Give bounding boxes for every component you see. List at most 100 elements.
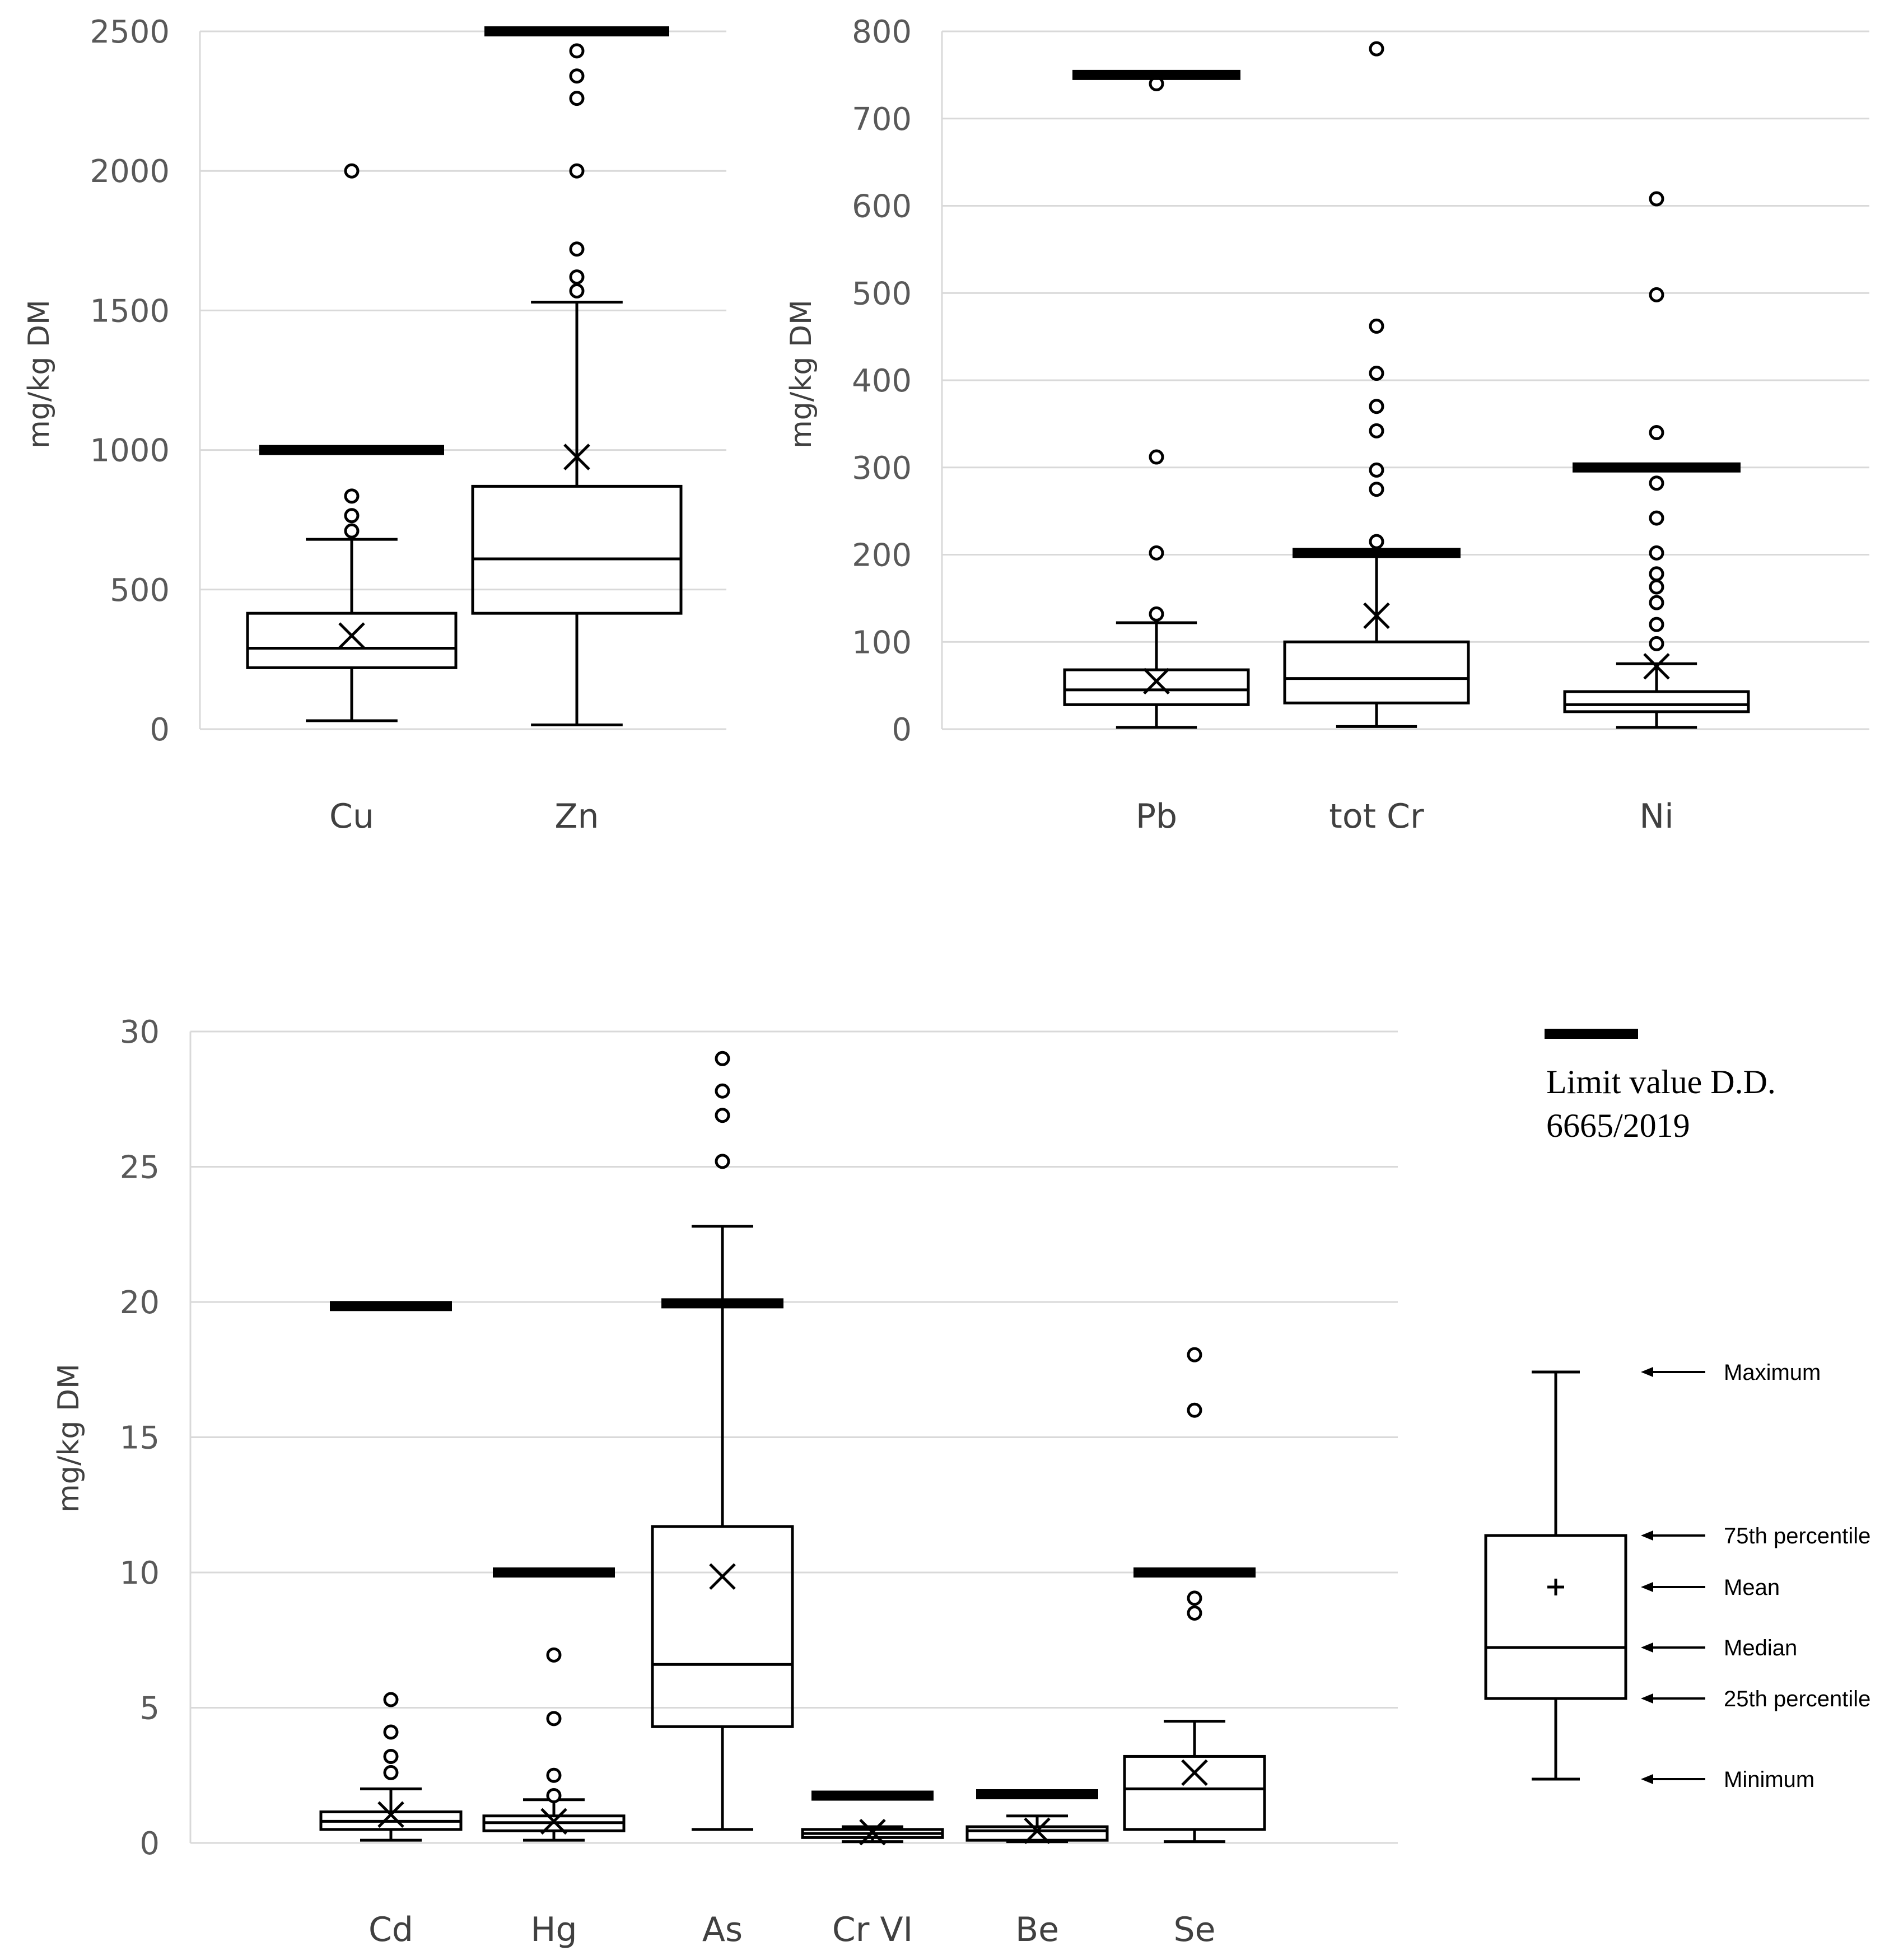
box-tot-cr-outlier	[1369, 366, 1384, 381]
panel-pb-cr-ni-y-axis-title: mg/kg DM	[785, 300, 818, 449]
box-be-mean-marker	[1024, 1817, 1051, 1845]
box-cu-outlier	[344, 163, 360, 179]
box-zn-outlier	[569, 43, 585, 59]
category-label-pb: Pb	[1136, 797, 1177, 836]
box-ni-outlier	[1649, 617, 1664, 632]
category-label-cr-vi: Cr VI	[832, 1910, 913, 1949]
key-box	[1484, 1534, 1627, 1700]
box-ni-iqr	[1563, 690, 1750, 713]
category-label-cd: Cd	[368, 1910, 413, 1949]
box-tot-cr-outlier	[1369, 423, 1384, 438]
box-ni-mean-marker	[1643, 653, 1670, 680]
box-as-mean-marker	[709, 1563, 736, 1590]
box-as-outlier	[715, 1108, 730, 1123]
box-se-mean-marker	[1181, 1759, 1208, 1786]
box-cd-outlier	[383, 1724, 399, 1740]
trace-metals-y-tick-label: 20	[120, 1285, 160, 1321]
box-tot-cr-outlier	[1369, 482, 1384, 497]
legend: Limit value D.D. 6665/2019	[1545, 1029, 1776, 1144]
box-pb-outlier	[1149, 545, 1164, 561]
pb-cr-ni-y-tick-label: 800	[852, 14, 912, 50]
box-pb-outlier	[1149, 606, 1164, 622]
box-cu-outlier	[344, 488, 360, 504]
category-label-cu: Cu	[329, 797, 374, 836]
box-as-outlier	[715, 1083, 730, 1099]
box-zn-outlier	[569, 241, 585, 257]
box-ni-outlier	[1649, 566, 1664, 582]
category-label-as: As	[702, 1910, 743, 1949]
box-zn-outlier	[569, 68, 585, 84]
category-label-be: Be	[1015, 1910, 1059, 1949]
key-label-p75: 75th percentile	[1724, 1524, 1870, 1548]
box-zn-iqr	[471, 484, 683, 615]
legend-limit-label-line2: 6665/2019	[1546, 1107, 1690, 1144]
box-ni-outlier	[1649, 510, 1664, 526]
box-hg-outlier	[546, 1711, 562, 1726]
category-label-zn: Zn	[554, 797, 599, 836]
box-tot-cr-outlier	[1369, 318, 1384, 334]
box-be-iqr	[965, 1825, 1109, 1842]
box-hg-mean-marker	[540, 1808, 567, 1835]
panel-pb-cr-ni: 0 100 200 300 400 500 600 700 800 Pb tot Cr Ni	[852, 14, 1869, 836]
cu-zn-y-tick-label: 2000	[90, 153, 170, 190]
pb-cr-ni-y-tick-label: 100	[852, 624, 912, 661]
key-arrow-median	[1641, 1642, 1705, 1653]
box-se-outlier	[1187, 1590, 1202, 1606]
box-zn-outlier	[569, 91, 585, 106]
box-tot-cr-outlier	[1369, 534, 1384, 549]
box-zn-outlier	[569, 269, 585, 285]
trace-metals-y-tick-label: 10	[120, 1555, 160, 1592]
box-pb-outlier	[1149, 449, 1164, 465]
pb-cr-ni-y-tick-label: 200	[852, 538, 912, 574]
panel-trace-metals: 0 5 10 15 20 25 30 Cd Hg As Cr VI Be Se	[120, 1014, 1398, 1949]
key-arrow-mean	[1641, 1582, 1705, 1592]
box-tot-cr-outlier	[1369, 462, 1384, 478]
pb-cr-ni-y-tick-label: 400	[852, 363, 912, 399]
box-cu-outlier	[344, 523, 360, 539]
box-as-outlier	[715, 1154, 730, 1169]
key-arrow-maximum	[1641, 1367, 1705, 1377]
legend-limit-label-line1: Limit value D.D.	[1546, 1063, 1776, 1100]
box-tot-cr-outlier	[1369, 399, 1384, 414]
box-hg-outlier	[546, 1788, 562, 1803]
box-se-iqr	[1123, 1754, 1266, 1831]
pb-cr-ni-y-tick-label: 300	[852, 450, 912, 487]
key-label-mean: Mean	[1724, 1575, 1780, 1600]
box-ni-outlier	[1649, 424, 1664, 440]
panel-trace-metals-y-axis-title: mg/kg DM	[52, 1364, 86, 1513]
key-label-median: Median	[1724, 1636, 1797, 1660]
cu-zn-y-tick-label: 1500	[90, 293, 170, 329]
box-pb-mean-marker	[1143, 668, 1170, 695]
category-label-tot-cr: tot Cr	[1329, 797, 1424, 836]
box-ni-outlier	[1649, 595, 1664, 610]
box-cu-iqr	[246, 612, 458, 669]
box-as-outlier	[715, 1051, 730, 1066]
box-tot-cr-iqr	[1283, 640, 1470, 704]
box-ni-outlier	[1649, 475, 1664, 491]
box-cu-outlier	[344, 508, 360, 524]
box-se-outlier	[1187, 1605, 1202, 1621]
pb-cr-ni-y-tick-label: 500	[852, 276, 912, 312]
box-ni-outlier	[1649, 545, 1664, 561]
key-arrow-p75	[1641, 1530, 1705, 1541]
trace-metals-y-tick-label: 5	[139, 1691, 160, 1727]
pb-cr-ni-y-tick-label: 700	[852, 101, 912, 138]
box-zn-mean-marker	[563, 444, 590, 470]
box-hg-outlier	[546, 1767, 562, 1783]
key-label-p25: 25th percentile	[1724, 1687, 1870, 1711]
box-zn-outlier	[569, 283, 585, 299]
cu-zn-y-tick-label: 500	[110, 572, 170, 609]
trace-metals-y-tick-label: 30	[120, 1014, 160, 1051]
box-cd-mean-marker	[377, 1801, 404, 1828]
boxplot-key: Maximum 75th percentile Mean Median 25th…	[1484, 1360, 1870, 1792]
box-tot-cr-mean-marker	[1363, 602, 1390, 629]
category-label-hg: Hg	[530, 1910, 577, 1949]
box-cd-outlier	[383, 1748, 399, 1764]
trace-metals-y-tick-label: 25	[120, 1150, 160, 1186]
box-se-outlier	[1187, 1347, 1202, 1362]
cu-zn-y-tick-label: 1000	[90, 433, 170, 469]
box-cr-vi-mean-marker	[859, 1818, 886, 1846]
category-label-se: Se	[1174, 1910, 1216, 1949]
cu-zn-y-tick-label: 0	[150, 712, 170, 748]
